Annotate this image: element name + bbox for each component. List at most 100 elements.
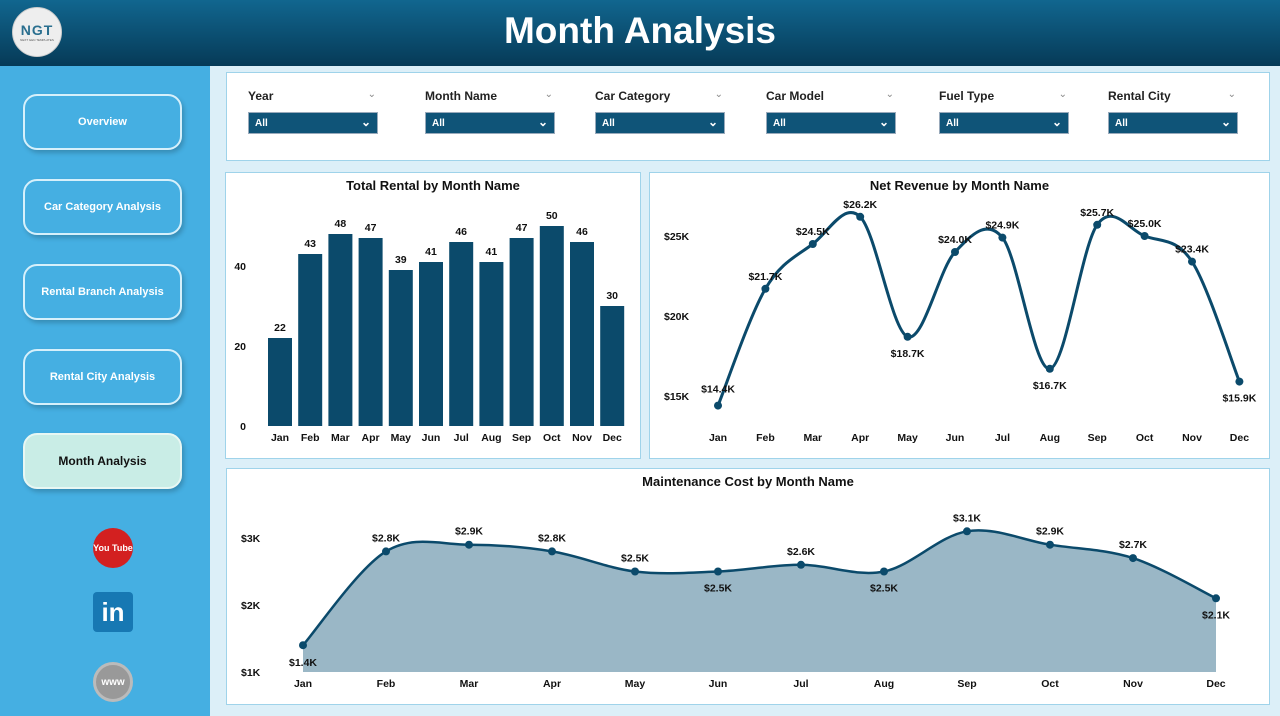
x-tick-label: Dec — [1206, 678, 1225, 690]
filter-dropdown[interactable]: All ⌄ — [248, 112, 378, 134]
chevron-down-icon[interactable]: ⌄ — [1227, 89, 1236, 100]
data-label: $2.8K — [372, 532, 400, 544]
x-tick-label: Jul — [793, 678, 808, 690]
data-point-jun — [951, 248, 959, 256]
x-tick-label: Oct — [1136, 432, 1154, 444]
filter-car-model: Car Model ⌄ All ⌄ — [766, 89, 896, 134]
filter-label: Fuel Type — [939, 89, 995, 103]
data-label: 48 — [335, 218, 347, 230]
y-tick-label: 20 — [234, 341, 246, 353]
x-tick-label: Apr — [362, 432, 380, 444]
nav-rental-branch-analysis[interactable]: Rental Branch Analysis — [23, 264, 182, 320]
maintenance-cost-chart: Maintenance Cost by Month Name $1K $2K $3K… — [226, 468, 1270, 705]
x-tick-label: Feb — [377, 678, 396, 690]
filter-dropdown[interactable]: All ⌄ — [1108, 112, 1238, 134]
dropdown-value: All — [255, 118, 268, 129]
x-tick-label: Jun — [946, 432, 965, 444]
data-label: $2.9K — [455, 526, 483, 538]
data-label: 22 — [274, 322, 286, 334]
data-point-apr — [856, 212, 865, 221]
x-tick-label: Sep — [1088, 432, 1107, 444]
x-tick-label: May — [897, 432, 918, 444]
data-point-jan — [299, 641, 307, 650]
x-tick-label: May — [391, 432, 412, 444]
data-point-feb — [382, 547, 390, 556]
logo-subtext: NEXT GEN TEMPLATES — [20, 38, 54, 42]
filter-fuel-type: Fuel Type ⌄ All ⌄ — [939, 89, 1069, 134]
filter-dropdown[interactable]: All ⌄ — [595, 112, 725, 134]
nav-rental-city-analysis[interactable]: Rental City Analysis — [23, 349, 182, 405]
y-tick-label: $20K — [664, 311, 690, 323]
x-tick-label: Jun — [422, 432, 441, 444]
dropdown-value: All — [602, 118, 615, 129]
chevron-down-icon: ⌄ — [1051, 115, 1062, 129]
filter-dropdown[interactable]: All ⌄ — [939, 112, 1069, 134]
filter-label: Rental City — [1108, 89, 1171, 103]
data-point-jan — [714, 401, 722, 410]
sidebar: Overview Car Category Analysis Rental Br… — [0, 66, 210, 716]
data-label: 46 — [455, 226, 467, 238]
chevron-down-icon[interactable]: ⌄ — [885, 89, 894, 100]
y-tick-label: $2K — [241, 600, 261, 612]
youtube-icon[interactable]: You Tube — [93, 528, 133, 568]
cost-area — [303, 530, 1216, 672]
x-tick-label: Nov — [1123, 678, 1143, 690]
chevron-down-icon: ⌄ — [707, 115, 718, 129]
total-rental-chart: Total Rental by Month Name 0 20 40 22 Jan 43 F… — [225, 172, 641, 459]
x-tick-label: Aug — [1040, 432, 1060, 444]
bar-may — [388, 270, 413, 426]
chevron-down-icon[interactable]: ⌄ — [367, 89, 376, 100]
nav-car-category-analysis[interactable]: Car Category Analysis — [23, 179, 182, 235]
data-label: $2.5K — [704, 583, 732, 595]
x-tick-label: Mar — [460, 678, 479, 690]
filter-panel: Year ⌄ All ⌄ Month Name ⌄ All ⌄ Car Category ⌄ All… — [226, 72, 1270, 161]
data-point-oct — [1140, 232, 1149, 240]
y-tick-label: 0 — [240, 421, 246, 433]
x-tick-label: Dec — [603, 432, 622, 444]
x-tick-label: Aug — [874, 678, 894, 690]
data-point-mar — [465, 540, 473, 549]
revenue-line — [716, 211, 1241, 407]
data-label: $24.9K — [985, 220, 1019, 232]
y-tick-label: $1K — [241, 667, 261, 679]
bar-jun — [419, 262, 443, 426]
linkedin-icon[interactable]: in — [93, 592, 133, 632]
nav-overview[interactable]: Overview — [23, 94, 182, 150]
bar-feb — [298, 254, 323, 426]
data-point-sep — [963, 527, 971, 536]
data-point-mar — [808, 240, 817, 248]
data-point-nov — [1188, 257, 1196, 266]
net-revenue-chart: Net Revenue by Month Name $15K $20K $25K $1… — [649, 172, 1270, 459]
chart-title: Net Revenue by Month Name — [869, 178, 1050, 193]
data-label: $18.7K — [891, 348, 925, 360]
data-label: $2.5K — [621, 553, 649, 565]
bar-apr — [358, 238, 383, 426]
data-label: $2.7K — [1119, 539, 1147, 551]
bar-dec — [600, 306, 625, 426]
logo-text: NGT — [20, 22, 54, 38]
website-icon[interactable]: www — [93, 662, 133, 702]
data-label: $2.5K — [870, 583, 898, 595]
logo: NGT NEXT GEN TEMPLATES — [12, 7, 62, 57]
data-point-aug — [880, 567, 888, 576]
chevron-down-icon[interactable]: ⌄ — [544, 89, 553, 100]
x-tick-label: Jan — [294, 678, 312, 690]
data-point-feb — [761, 284, 770, 293]
chevron-down-icon[interactable]: ⌄ — [1058, 89, 1067, 100]
data-label: 30 — [606, 290, 618, 302]
nav-month-analysis[interactable]: Month Analysis — [23, 433, 182, 489]
dropdown-value: All — [432, 118, 445, 129]
data-label: $2.1K — [1202, 609, 1230, 621]
data-label: 43 — [304, 238, 316, 250]
y-tick-label: $3K — [241, 533, 261, 545]
filter-dropdown[interactable]: All ⌄ — [425, 112, 555, 134]
data-point-sep — [1093, 220, 1102, 229]
bar-sep — [509, 238, 534, 426]
filter-dropdown[interactable]: All ⌄ — [766, 112, 896, 134]
chart-title: Total Rental by Month Name — [346, 178, 520, 193]
data-point-may — [903, 332, 912, 341]
chevron-down-icon[interactable]: ⌄ — [714, 89, 723, 100]
data-label: 47 — [365, 222, 377, 234]
data-label: 41 — [425, 246, 437, 258]
y-tick-label: $15K — [664, 391, 690, 403]
